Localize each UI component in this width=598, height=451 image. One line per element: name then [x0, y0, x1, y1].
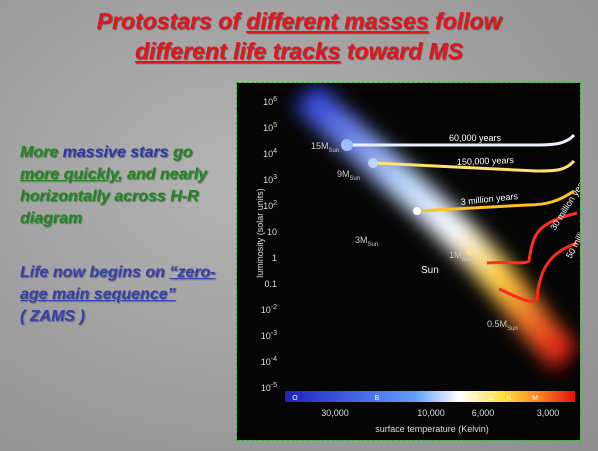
slide: Protostars of different masses follow di… — [0, 0, 598, 451]
mass-subscript: Sun — [462, 257, 473, 263]
text: massive stars — [63, 144, 169, 161]
tick-base: 10 — [263, 149, 273, 159]
tick-exponent: -2 — [271, 304, 277, 311]
spectral-class: K — [507, 395, 512, 402]
title-text: different masses — [246, 8, 428, 34]
y-tick-label: 10 — [267, 227, 277, 237]
mass-subscript: Sun — [350, 176, 361, 182]
spectral-class: M — [532, 395, 538, 402]
paragraph: More massive stars go more quickly, and … — [20, 142, 235, 230]
slide-title: Protostars of different masses follow di… — [0, 6, 598, 66]
spectral-class: A — [455, 395, 460, 402]
tick-exponent: 4 — [273, 148, 277, 155]
tick-base: 10 — [267, 227, 277, 237]
x-tick-label: 10,000 — [417, 408, 445, 418]
y-tick-label: 0.1 — [264, 279, 277, 289]
mass-subscript: Sun — [329, 148, 340, 154]
x-tick-label: 30,000 — [321, 408, 349, 418]
title-text: toward MS — [340, 38, 463, 64]
spectral-class: F — [473, 395, 477, 402]
mass-value: 9M — [337, 169, 350, 179]
x-tick-label: 3,000 — [537, 408, 560, 418]
tick-base: 0.1 — [264, 279, 277, 289]
track-label: 150,000 years — [457, 155, 515, 167]
tick-base: 1 — [272, 253, 277, 263]
tick-base: 10 — [263, 201, 273, 211]
tick-exponent: 2 — [273, 200, 277, 207]
mass-value: 1M — [449, 250, 462, 260]
star — [341, 139, 353, 151]
title-text: Protostars of — [97, 8, 247, 34]
tick-base: 10 — [261, 331, 271, 341]
tick-base: 10 — [263, 97, 273, 107]
hr-diagram: luminosity (solar units)surface temperat… — [236, 82, 581, 441]
tick-exponent: -5 — [271, 382, 277, 389]
spectral-class: O — [292, 395, 298, 402]
mass-subscript: Sun — [507, 326, 518, 332]
y-tick-label: 1 — [272, 253, 277, 263]
tick-exponent: -4 — [271, 356, 277, 363]
star — [413, 207, 421, 215]
mass-value: 3M — [355, 235, 368, 245]
star — [466, 248, 472, 254]
text: More — [20, 144, 63, 161]
x-tick-label: 6,000 — [472, 408, 495, 418]
text: go — [169, 144, 193, 161]
tick-base: 10 — [263, 175, 273, 185]
tick-base: 10 — [261, 305, 271, 315]
star — [368, 158, 378, 168]
sun-label: Sun — [421, 265, 439, 276]
track-label: 60,000 years — [449, 133, 502, 143]
tick-exponent: 5 — [273, 122, 277, 129]
title-text: different life tracks — [135, 38, 340, 64]
tick-base: 10 — [263, 123, 273, 133]
spectral-class: G — [488, 395, 493, 402]
text: ( ZAMS ) — [20, 308, 85, 325]
tick-exponent: -3 — [271, 330, 277, 337]
mass-subscript: Sun — [368, 242, 379, 248]
spectral-class: B — [375, 395, 380, 402]
tick-exponent: 3 — [273, 174, 277, 181]
x-axis-title: surface temperature (Kelvin) — [375, 424, 489, 434]
mass-value: 0.5M — [487, 319, 507, 329]
tick-base: 10 — [261, 383, 271, 393]
title-text: follow — [429, 8, 502, 34]
text: more quickly — [20, 166, 118, 183]
mass-value: 15M — [311, 141, 329, 151]
tick-base: 10 — [261, 357, 271, 367]
tick-exponent: 6 — [273, 96, 277, 103]
paragraph: Life now begins on “zero-age main sequen… — [20, 262, 235, 328]
text: Life now begins on — [20, 264, 169, 281]
